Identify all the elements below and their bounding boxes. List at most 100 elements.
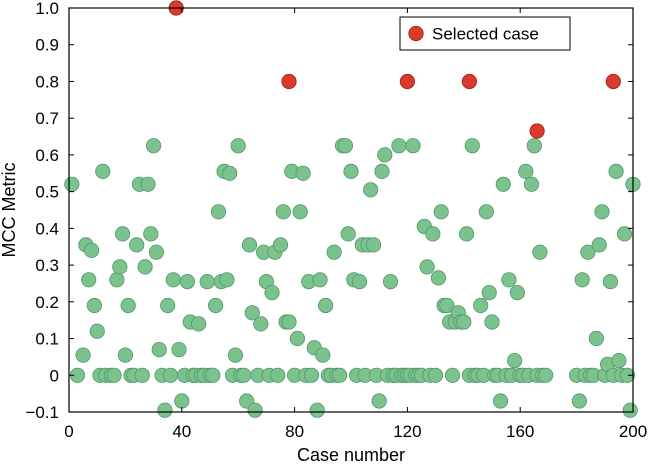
x-axis-title: Case number <box>297 445 405 465</box>
case-point <box>157 402 173 418</box>
case-point <box>374 163 390 179</box>
case-point <box>151 341 167 358</box>
case-point <box>332 367 348 383</box>
case-point <box>89 323 105 339</box>
y-tick-label: 0.6 <box>35 146 59 165</box>
case-point <box>509 284 526 301</box>
case-point <box>272 237 289 253</box>
case-point <box>106 367 122 383</box>
y-tick-label: 0.4 <box>35 219 59 238</box>
case-point <box>594 204 610 220</box>
case-point <box>120 297 136 314</box>
case-point <box>171 341 187 358</box>
case-point <box>608 163 624 179</box>
case-point <box>115 226 131 242</box>
case-point <box>140 176 156 192</box>
case-point <box>275 204 291 220</box>
case-point <box>315 347 331 363</box>
case-point <box>109 272 125 288</box>
y-tick-label: 0.2 <box>35 293 59 312</box>
case-point <box>312 272 328 288</box>
case-point <box>165 272 181 288</box>
y-tick-label: −0.1 <box>25 403 59 422</box>
case-point <box>337 138 353 154</box>
case-point <box>270 367 286 383</box>
case-point <box>622 402 638 418</box>
case-point <box>444 367 461 383</box>
case-point <box>456 314 472 330</box>
case-point <box>289 330 305 347</box>
case-point <box>405 138 421 154</box>
case-point <box>162 367 179 383</box>
case-point <box>365 237 382 253</box>
case-point <box>236 367 252 383</box>
legend-marker-selected <box>408 25 424 42</box>
selected-case-point <box>461 73 477 90</box>
y-tick-label: 0 <box>50 366 59 385</box>
case-point <box>351 273 368 290</box>
case-point <box>495 176 511 192</box>
x-tick-label: 0 <box>64 422 73 441</box>
case-point <box>86 297 103 314</box>
case-point <box>501 272 517 288</box>
case-point <box>146 138 162 154</box>
case-point <box>574 272 590 288</box>
selected-case-point <box>529 123 545 139</box>
case-point <box>75 347 91 363</box>
case-point <box>602 273 619 290</box>
plot-frame <box>68 7 634 413</box>
case-point <box>295 165 311 181</box>
case-point <box>281 314 297 330</box>
case-point <box>191 316 207 332</box>
case-point <box>433 204 449 220</box>
case-point <box>143 226 159 242</box>
case-point <box>112 259 128 275</box>
case-point <box>179 273 195 290</box>
case-point <box>208 297 224 314</box>
case-point <box>473 297 489 314</box>
case-point <box>129 237 145 253</box>
case-point <box>571 393 588 409</box>
points-layer <box>64 0 641 418</box>
case-point <box>205 367 221 383</box>
case-point <box>523 176 540 192</box>
case-point <box>81 272 97 288</box>
x-tick-label: 40 <box>172 422 191 441</box>
case-point <box>484 314 500 330</box>
case-point <box>317 297 334 314</box>
case-point <box>340 226 356 242</box>
case-point <box>430 270 446 286</box>
case-point <box>481 284 497 301</box>
case-point <box>619 367 636 383</box>
case-point <box>611 352 627 369</box>
case-point <box>371 393 387 409</box>
y-tick-label: 0.5 <box>35 183 59 202</box>
legend: Selected case <box>399 16 571 51</box>
selected-case-point <box>399 73 415 90</box>
selected-case-point <box>281 73 297 90</box>
case-point <box>219 272 235 288</box>
case-point <box>64 176 80 192</box>
case-point <box>247 402 263 418</box>
case-point <box>84 242 100 258</box>
case-point <box>588 330 604 347</box>
case-point <box>253 316 269 332</box>
selected-case-point <box>605 73 621 90</box>
case-point <box>526 138 542 154</box>
case-point <box>303 367 320 383</box>
ticks-layer: 0 40 80 120 160 200 −0.1 0 0.1 0.2 0.3 0.4 0.5 0.6 0.7… <box>25 0 647 441</box>
case-point <box>134 367 150 383</box>
case-point <box>591 237 607 253</box>
case-point <box>230 138 246 154</box>
x-tick-label: 200 <box>619 422 647 441</box>
case-point <box>95 163 111 179</box>
y-tick-label: 0.9 <box>35 36 59 55</box>
case-point <box>210 204 227 220</box>
case-point <box>382 273 399 290</box>
case-point <box>148 244 164 260</box>
case-point <box>244 305 260 321</box>
case-point <box>264 284 280 301</box>
case-point <box>458 226 475 242</box>
legend-box <box>399 16 571 51</box>
case-point <box>425 226 441 242</box>
